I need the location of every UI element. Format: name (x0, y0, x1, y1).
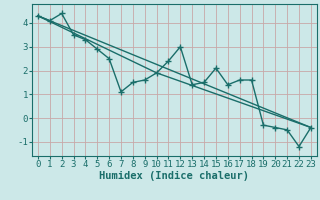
X-axis label: Humidex (Indice chaleur): Humidex (Indice chaleur) (100, 171, 249, 181)
